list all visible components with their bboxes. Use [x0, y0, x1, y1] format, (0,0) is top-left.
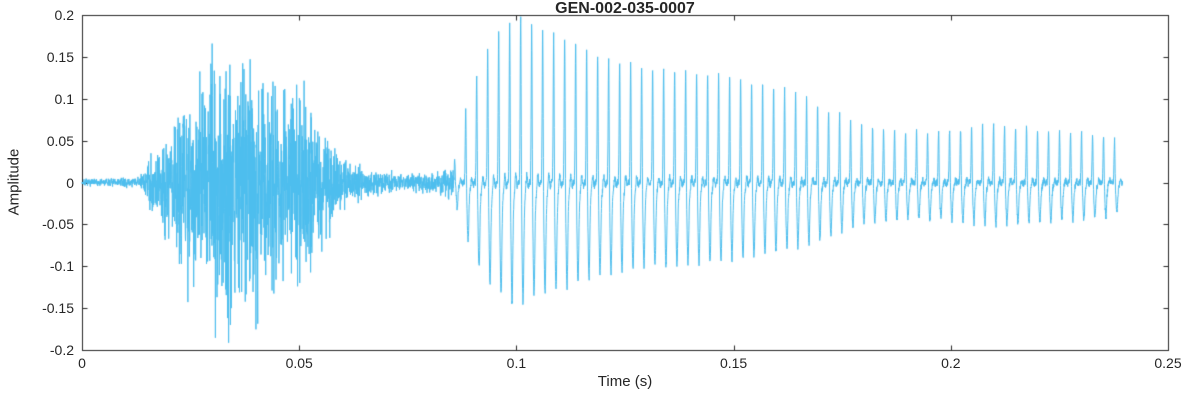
y-tick-label: 0: [66, 174, 74, 191]
x-tick-label: 0.25: [1154, 355, 1182, 371]
x-tick-label: 0.15: [719, 355, 748, 371]
y-tick-label: 0.1: [54, 90, 74, 107]
x-tick-label: 0.05: [285, 355, 313, 371]
x-axis-label: Time (s): [597, 373, 653, 390]
x-tick-label: 0.2: [941, 355, 961, 371]
y-tick-label: -0.05: [42, 216, 74, 233]
y-tick-label: 0.2: [54, 7, 74, 23]
x-tick-label: 0: [78, 355, 86, 371]
y-tick-label: -0.15: [42, 300, 74, 317]
y-tick-label: 0.05: [46, 132, 74, 149]
y-tick-label: 0.15: [46, 48, 74, 65]
x-tick-label: 0.1: [506, 355, 527, 371]
chart-title: GEN-002-035-0007: [555, 0, 695, 17]
y-tick-label: -0.2: [49, 342, 74, 358]
y-tick-label: -0.1: [49, 258, 74, 275]
